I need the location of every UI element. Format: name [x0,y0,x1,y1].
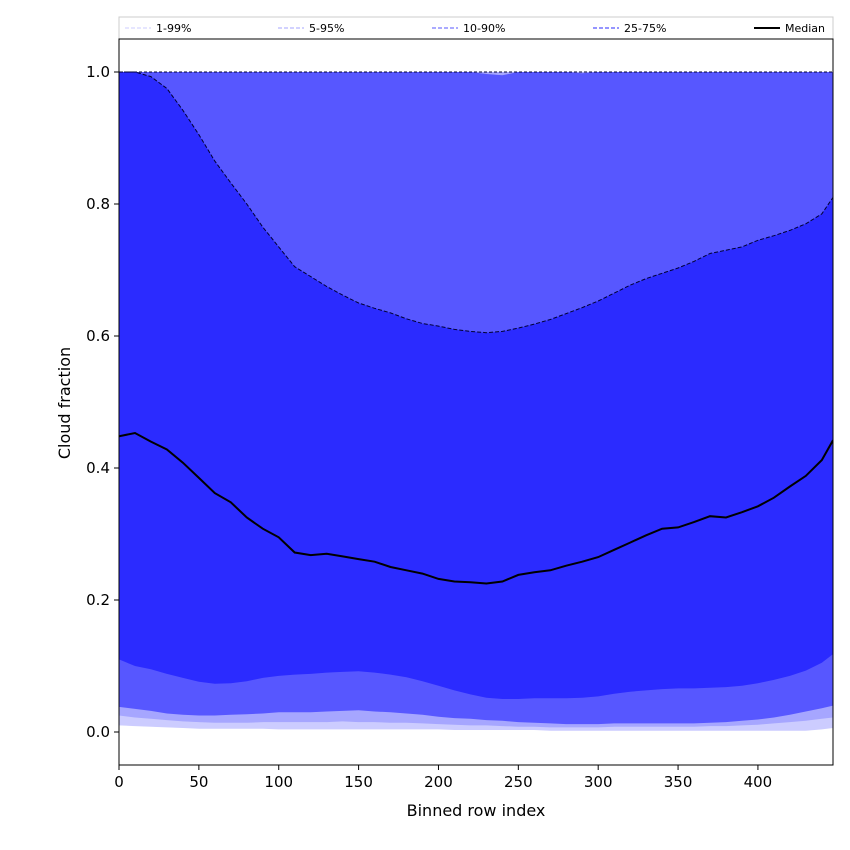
axes: 0 50 100 150 200 250 300 350 400 0.0 0.2 0.4 0.6 0.8 1… [86,38,834,791]
y-tick-label: 1.0 [86,63,110,81]
legend: 1-99% 5-95% 10-90% 25-75% Median [118,16,834,40]
x-tick-label: 100 [264,773,293,791]
x-tick-label: 350 [664,773,693,791]
legend-label: 5-95% [309,22,344,35]
x-tick-label: 0 [114,773,124,791]
band-25-75% [119,72,833,699]
legend-label: 25-75% [624,22,666,35]
x-tick-label: 50 [189,773,208,791]
x-axis-label: Binned row index [407,801,546,820]
y-tick-label: 0.0 [86,723,110,741]
plot-area [119,71,833,731]
legend-label: 1-99% [156,22,191,35]
x-tick-label: 300 [584,773,613,791]
band-upper-edge [119,71,833,334]
x-tick-label: 200 [424,773,453,791]
x-tick-label: 150 [344,773,373,791]
x-tick-label: 400 [744,773,773,791]
y-tick-label: 0.2 [86,591,110,609]
y-axis-label: Cloud fraction [55,347,74,459]
y-tick-label: 0.6 [86,327,110,345]
y-tick-label: 0.8 [86,195,110,213]
legend-label: 10-90% [463,22,505,35]
legend-label: Median [785,22,825,35]
median-line [119,431,833,585]
y-tick-label: 0.4 [86,459,110,477]
x-tick-label: 250 [504,773,533,791]
plot-frame [118,38,834,766]
